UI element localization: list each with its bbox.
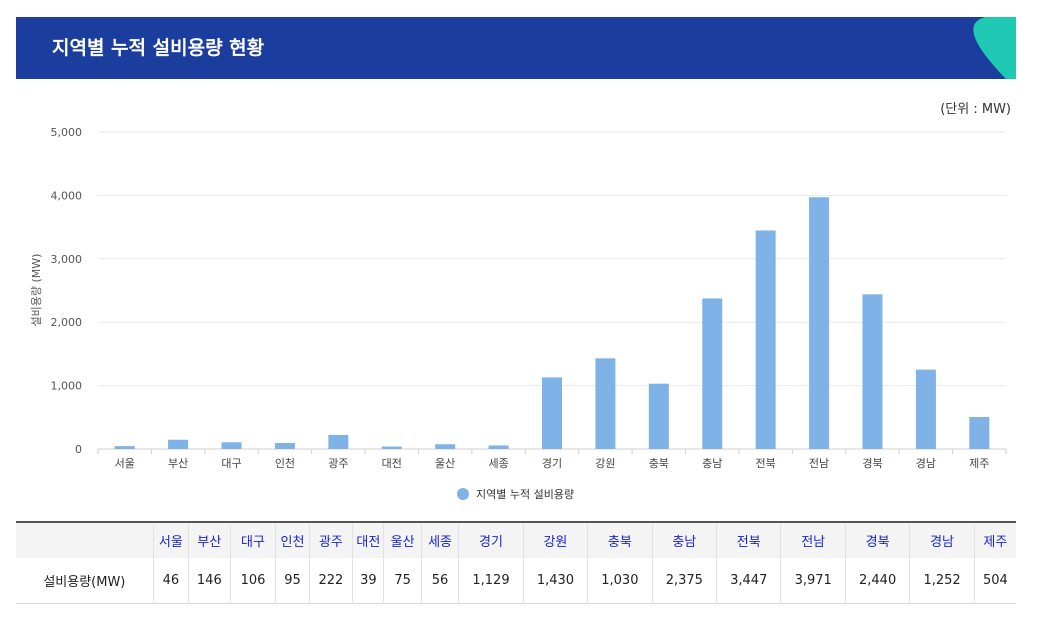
page-header: 지역별 누적 설비용량 현황	[16, 17, 1016, 79]
table-cell: 3,447	[716, 558, 781, 603]
table-header-cell: 세종	[420, 522, 459, 558]
table-header-cell: 부산	[188, 522, 231, 558]
x-tick-label: 서울	[115, 457, 135, 470]
y-tick-label: 1,000	[51, 380, 83, 393]
bar-chart: 0 1,000 2,000 3,000 4,000 5,000 서울 부산 대구 인천 광주 대전 울…	[30, 126, 1007, 501]
y-tick-label: 5,000	[51, 126, 83, 139]
table-header-cell: 전북	[716, 522, 781, 558]
table-cell: 56	[420, 558, 459, 603]
table-header-cell: 제주	[973, 522, 1016, 558]
x-tick-label: 경남	[916, 457, 936, 470]
x-tick-label: 대전	[382, 457, 402, 470]
header-decoration	[973, 17, 1016, 79]
x-tick-label: 경기	[542, 457, 562, 470]
y-axis-label: 설비용량 (MW)	[30, 254, 43, 327]
table-header-cell: 인천	[275, 522, 310, 558]
table-header-cell: 전남	[780, 522, 846, 558]
table-header-cell: 경남	[909, 522, 975, 558]
chart-bars	[114, 197, 990, 449]
y-tick-label: 4,000	[51, 189, 83, 202]
x-tick-label: 울산	[435, 457, 455, 470]
bar[interactable]	[221, 442, 242, 449]
bar[interactable]	[702, 298, 723, 449]
table-cell: 504	[973, 558, 1016, 603]
data-table: 서울 부산 대구 인천 광주 대전 울산 세종 경기 강원 충북 충남 전북 전남 경북 경남 제주 설비용량(…	[16, 521, 1016, 604]
table-corner-cell	[16, 522, 153, 558]
bar[interactable]	[862, 294, 883, 449]
table-cell: 46	[152, 558, 189, 603]
table-cell: 39	[352, 558, 384, 603]
y-tick-label: 0	[75, 443, 82, 456]
table-cell: 75	[383, 558, 422, 603]
table-cell: 1,252	[909, 558, 975, 603]
x-tick-label: 전남	[809, 457, 829, 470]
x-tick-label: 세종	[488, 457, 508, 470]
x-tick-label: 인천	[275, 456, 295, 470]
table-row-label: 설비용량(MW)	[43, 574, 126, 590]
table-header-cell: 충남	[651, 522, 717, 558]
table-cell: 3,971	[780, 558, 846, 603]
table-cell: 2,375	[651, 558, 717, 603]
table-header-cell: 대전	[352, 522, 384, 558]
y-tick-label: 2,000	[51, 316, 83, 329]
table-header-cell: 울산	[383, 522, 422, 558]
x-axis-ticks: 서울 부산 대구 인천 광주 대전 울산 세종 경기 강원 충북 충남 전북 전남 경북 경남 제주	[97, 449, 1007, 470]
x-tick-label: 충북	[649, 457, 669, 470]
x-tick-label: 제주	[969, 457, 989, 470]
page-title: 지역별 누적 설비용량 현황	[52, 37, 265, 59]
bar[interactable]	[969, 417, 990, 449]
table-header-cell: 충북	[587, 522, 653, 558]
bar[interactable]	[542, 377, 562, 449]
table-cell: 2,440	[844, 558, 910, 603]
table-cell: 222	[308, 558, 353, 603]
bar[interactable]	[381, 446, 402, 449]
bar[interactable]	[809, 197, 830, 449]
legend-marker	[457, 488, 469, 500]
x-tick-label: 대구	[221, 457, 241, 470]
bar[interactable]	[168, 439, 189, 449]
x-tick-label: 부산	[168, 457, 188, 470]
table-header-cell: 광주	[308, 522, 353, 558]
bar[interactable]	[488, 445, 509, 449]
table-header-cell: 강원	[522, 522, 588, 558]
x-tick-label: 광주	[328, 457, 348, 470]
table-cell: 95	[275, 558, 310, 603]
bar[interactable]	[595, 358, 616, 449]
bar[interactable]	[755, 230, 776, 449]
table-header-cell: 경기	[458, 522, 524, 558]
table-cell: 106	[229, 558, 276, 603]
table-cell: 1,430	[522, 558, 588, 603]
y-tick-label: 3,000	[51, 253, 83, 266]
x-tick-label: 전북	[756, 457, 776, 470]
chart-legend[interactable]: 지역별 누적 설비용량	[457, 488, 574, 501]
table-cell: 1,030	[587, 558, 653, 603]
x-tick-label: 충남	[702, 457, 722, 470]
x-tick-label: 강원	[595, 457, 615, 470]
table-header-cell: 서울	[152, 522, 189, 558]
x-tick-label: 경북	[862, 457, 882, 470]
bar[interactable]	[648, 383, 669, 449]
table-cell: 1,129	[458, 558, 524, 603]
table-row: 설비용량(MW) 46 146 106 95 222 39 75 56 1,129 1,430 1,…	[16, 558, 1016, 603]
bar[interactable]	[274, 442, 295, 449]
table-cell: 146	[188, 558, 231, 603]
y-axis-ticks: 0 1,000 2,000 3,000 4,000 5,000	[51, 126, 83, 456]
bar[interactable]	[114, 446, 135, 449]
table-header-cell: 대구	[229, 522, 276, 558]
bar[interactable]	[435, 444, 456, 449]
bar[interactable]	[328, 434, 349, 449]
legend-label: 지역별 누적 설비용량	[476, 488, 574, 501]
bar[interactable]	[915, 369, 936, 449]
table-header-row: 서울 부산 대구 인천 광주 대전 울산 세종 경기 강원 충북 충남 전북 전남 경북 경남 제주	[16, 522, 1016, 558]
unit-label: (단위 : MW)	[940, 102, 1011, 117]
table-header-cell: 경북	[844, 522, 910, 558]
